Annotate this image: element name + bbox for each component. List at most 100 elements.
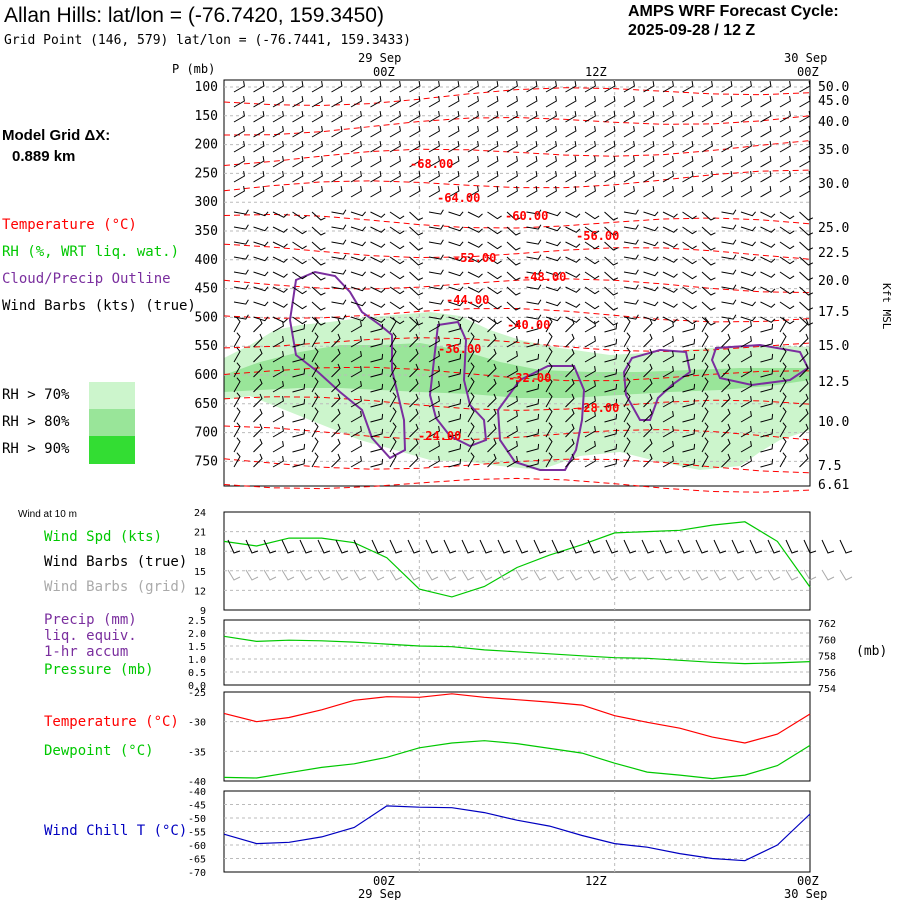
wind-barb <box>623 171 635 183</box>
wind-barb <box>701 241 716 251</box>
wind-barb <box>331 186 343 198</box>
height-tick-label: 17.5 <box>818 305 849 320</box>
wind-barb <box>760 111 772 123</box>
wind-barb <box>799 363 809 378</box>
wind-barb <box>604 383 618 393</box>
wind-barb <box>526 398 540 408</box>
wind-barb <box>487 316 502 325</box>
wind-barb <box>233 392 241 408</box>
wind-barb <box>292 353 306 363</box>
wind-barb <box>565 333 575 348</box>
wind-barb <box>233 141 245 153</box>
wind-barb <box>448 126 460 138</box>
wind-barb <box>779 286 795 295</box>
wind-barb <box>682 316 697 325</box>
wind-barb <box>760 338 774 348</box>
wind-barb <box>662 211 678 218</box>
temperature-contour-label: -44.00 <box>446 293 489 307</box>
label-pressure: Pressure (mb) <box>44 662 154 678</box>
wind-barb <box>565 316 581 323</box>
wind-barb <box>721 333 731 348</box>
wind-barb <box>799 186 811 198</box>
wind-barb <box>721 423 731 438</box>
surface-wind-barb-grid <box>263 569 277 581</box>
wind-barb <box>350 336 362 348</box>
wind-barb <box>701 347 709 363</box>
wind-barb <box>779 422 787 438</box>
surface-wind-barb-true <box>659 539 673 554</box>
wind-barb <box>760 81 772 93</box>
wind-barb <box>779 241 795 250</box>
temperature-contour-line <box>223 87 811 107</box>
temperature-contour-line <box>223 396 811 411</box>
wind-barb <box>331 314 347 320</box>
wind-barb <box>487 96 499 108</box>
wind-barb <box>253 438 263 453</box>
wind-barb <box>448 428 462 438</box>
legend-wind-barbs: Wind Barbs (kts) (true) <box>2 298 196 314</box>
wind-barb <box>526 209 542 215</box>
cross-section-wind-barbs <box>233 81 814 468</box>
wind-barb <box>565 378 575 393</box>
wind-barb <box>799 171 811 183</box>
surface-wind-barb-true <box>677 539 691 554</box>
wind-barb <box>506 396 518 408</box>
wind-barb <box>389 226 405 235</box>
pressure-tick-label: 250 <box>195 166 218 181</box>
grid-layer <box>224 80 810 872</box>
wind-barb <box>701 317 709 333</box>
wind-barb <box>292 458 306 468</box>
wind-barb <box>565 408 575 423</box>
wind-barb <box>662 351 674 363</box>
top-tick-00z-b: 00Z <box>797 65 819 79</box>
wind-barb <box>233 362 241 378</box>
wind-barb <box>662 426 674 438</box>
wind-barb <box>389 126 401 138</box>
wind-barb <box>760 413 774 423</box>
pressure-tick-label: 200 <box>195 138 218 153</box>
surface-wind-barb-grid <box>245 569 259 581</box>
wind-barb <box>623 437 631 453</box>
wind-barb <box>253 318 263 333</box>
wind-barb <box>682 211 697 220</box>
wind-barb <box>623 126 635 138</box>
precip-tick-label: 0.0 <box>188 681 206 692</box>
temperature-contour-line <box>223 307 811 323</box>
wind-barb <box>604 126 616 138</box>
wind-barb <box>350 441 362 453</box>
wind-barb <box>311 156 323 168</box>
wind-barb <box>799 126 811 138</box>
wind-barb <box>506 111 518 123</box>
wind-barb <box>292 323 306 333</box>
wind-barb <box>253 286 269 292</box>
pressure-tick-label: 750 <box>195 454 218 469</box>
surface-wind-barb-grid <box>785 569 799 581</box>
wind-barb <box>272 211 288 218</box>
wind-barb <box>331 126 343 138</box>
windchill-tick-label: -65 <box>188 855 206 866</box>
wind-barb <box>779 226 795 235</box>
bottom-date-right: 30 Sep <box>784 887 827 900</box>
wind-barb <box>643 186 655 198</box>
wind-barb <box>545 377 553 393</box>
surface-wind-barb-grid <box>299 569 313 581</box>
wind-barb <box>662 96 674 108</box>
wind-barb <box>487 256 502 265</box>
wind-barb <box>350 81 362 93</box>
label-liq-equiv: liq. equiv. <box>44 628 137 644</box>
forecast-cycle-value: 2025-09-28 / 12 Z <box>628 22 756 39</box>
wind-barb <box>643 141 655 153</box>
rh-swatch-70 <box>89 382 135 409</box>
wind-barb <box>487 271 502 280</box>
wind-barb <box>545 81 557 93</box>
wind-barb <box>370 186 382 198</box>
wind-barb <box>409 378 419 393</box>
wind-barb <box>779 126 791 138</box>
wind-barb <box>253 316 269 322</box>
wind-barb <box>545 141 557 153</box>
wind-barb <box>311 126 323 138</box>
temp-panel-frame <box>223 691 811 782</box>
wind-barb <box>448 186 460 198</box>
wind-barb <box>409 301 424 311</box>
wind-barb <box>428 81 440 93</box>
